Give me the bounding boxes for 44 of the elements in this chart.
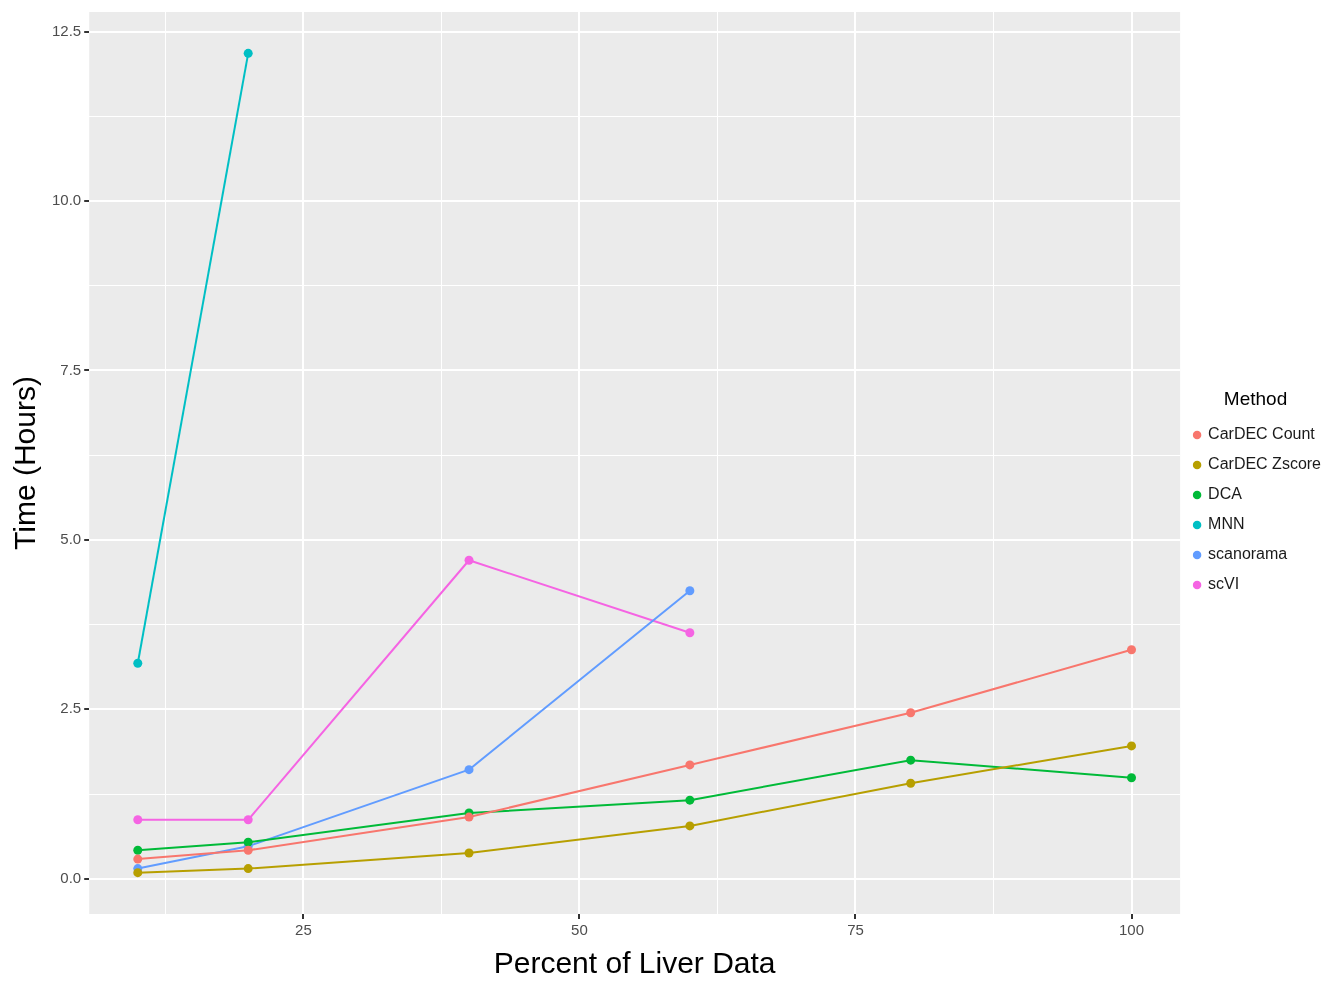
legend-label: CarDEC Zscore bbox=[1208, 455, 1322, 473]
point bbox=[243, 845, 253, 855]
point bbox=[1127, 645, 1137, 655]
x-tick-label: 50 bbox=[571, 921, 588, 939]
legend-label: scVI bbox=[1208, 575, 1240, 593]
legend-label: scanorama bbox=[1208, 545, 1288, 563]
point bbox=[133, 854, 143, 864]
y-axis-title: Time (Hours) bbox=[8, 376, 42, 550]
y-tick-label: 2.5 bbox=[60, 699, 82, 717]
x-tick-label: 25 bbox=[295, 921, 312, 939]
point bbox=[464, 812, 474, 822]
point bbox=[243, 815, 253, 825]
legend-label: CarDEC Count bbox=[1208, 425, 1316, 443]
y-tick-label: 5.0 bbox=[60, 530, 82, 548]
legend-label: MNN bbox=[1208, 515, 1245, 533]
legend-label: DCA bbox=[1208, 485, 1243, 503]
point bbox=[243, 837, 253, 847]
point bbox=[464, 765, 474, 775]
point bbox=[685, 586, 695, 596]
point bbox=[1127, 741, 1137, 751]
point bbox=[464, 555, 474, 565]
point bbox=[243, 864, 253, 874]
point bbox=[685, 821, 695, 831]
point bbox=[133, 868, 143, 878]
point bbox=[243, 48, 253, 58]
point bbox=[464, 848, 474, 858]
point bbox=[133, 658, 143, 668]
point bbox=[685, 795, 695, 805]
point bbox=[133, 845, 143, 855]
point bbox=[906, 708, 916, 718]
y-tick-label: 10.0 bbox=[51, 191, 82, 209]
point bbox=[1127, 773, 1137, 783]
point bbox=[685, 628, 695, 638]
point bbox=[906, 755, 916, 765]
point bbox=[685, 760, 695, 770]
legend-title: Method bbox=[1223, 387, 1288, 409]
y-tick-label: 0.0 bbox=[60, 868, 82, 886]
x-tick-label: 75 bbox=[847, 921, 864, 939]
point bbox=[906, 778, 916, 788]
y-tick-label: 12.5 bbox=[51, 21, 82, 39]
x-axis-title: Percent of Liver Data bbox=[493, 946, 776, 980]
x-tick-label: 100 bbox=[1119, 921, 1145, 939]
point bbox=[133, 815, 143, 825]
y-tick-label: 7.5 bbox=[60, 360, 82, 378]
